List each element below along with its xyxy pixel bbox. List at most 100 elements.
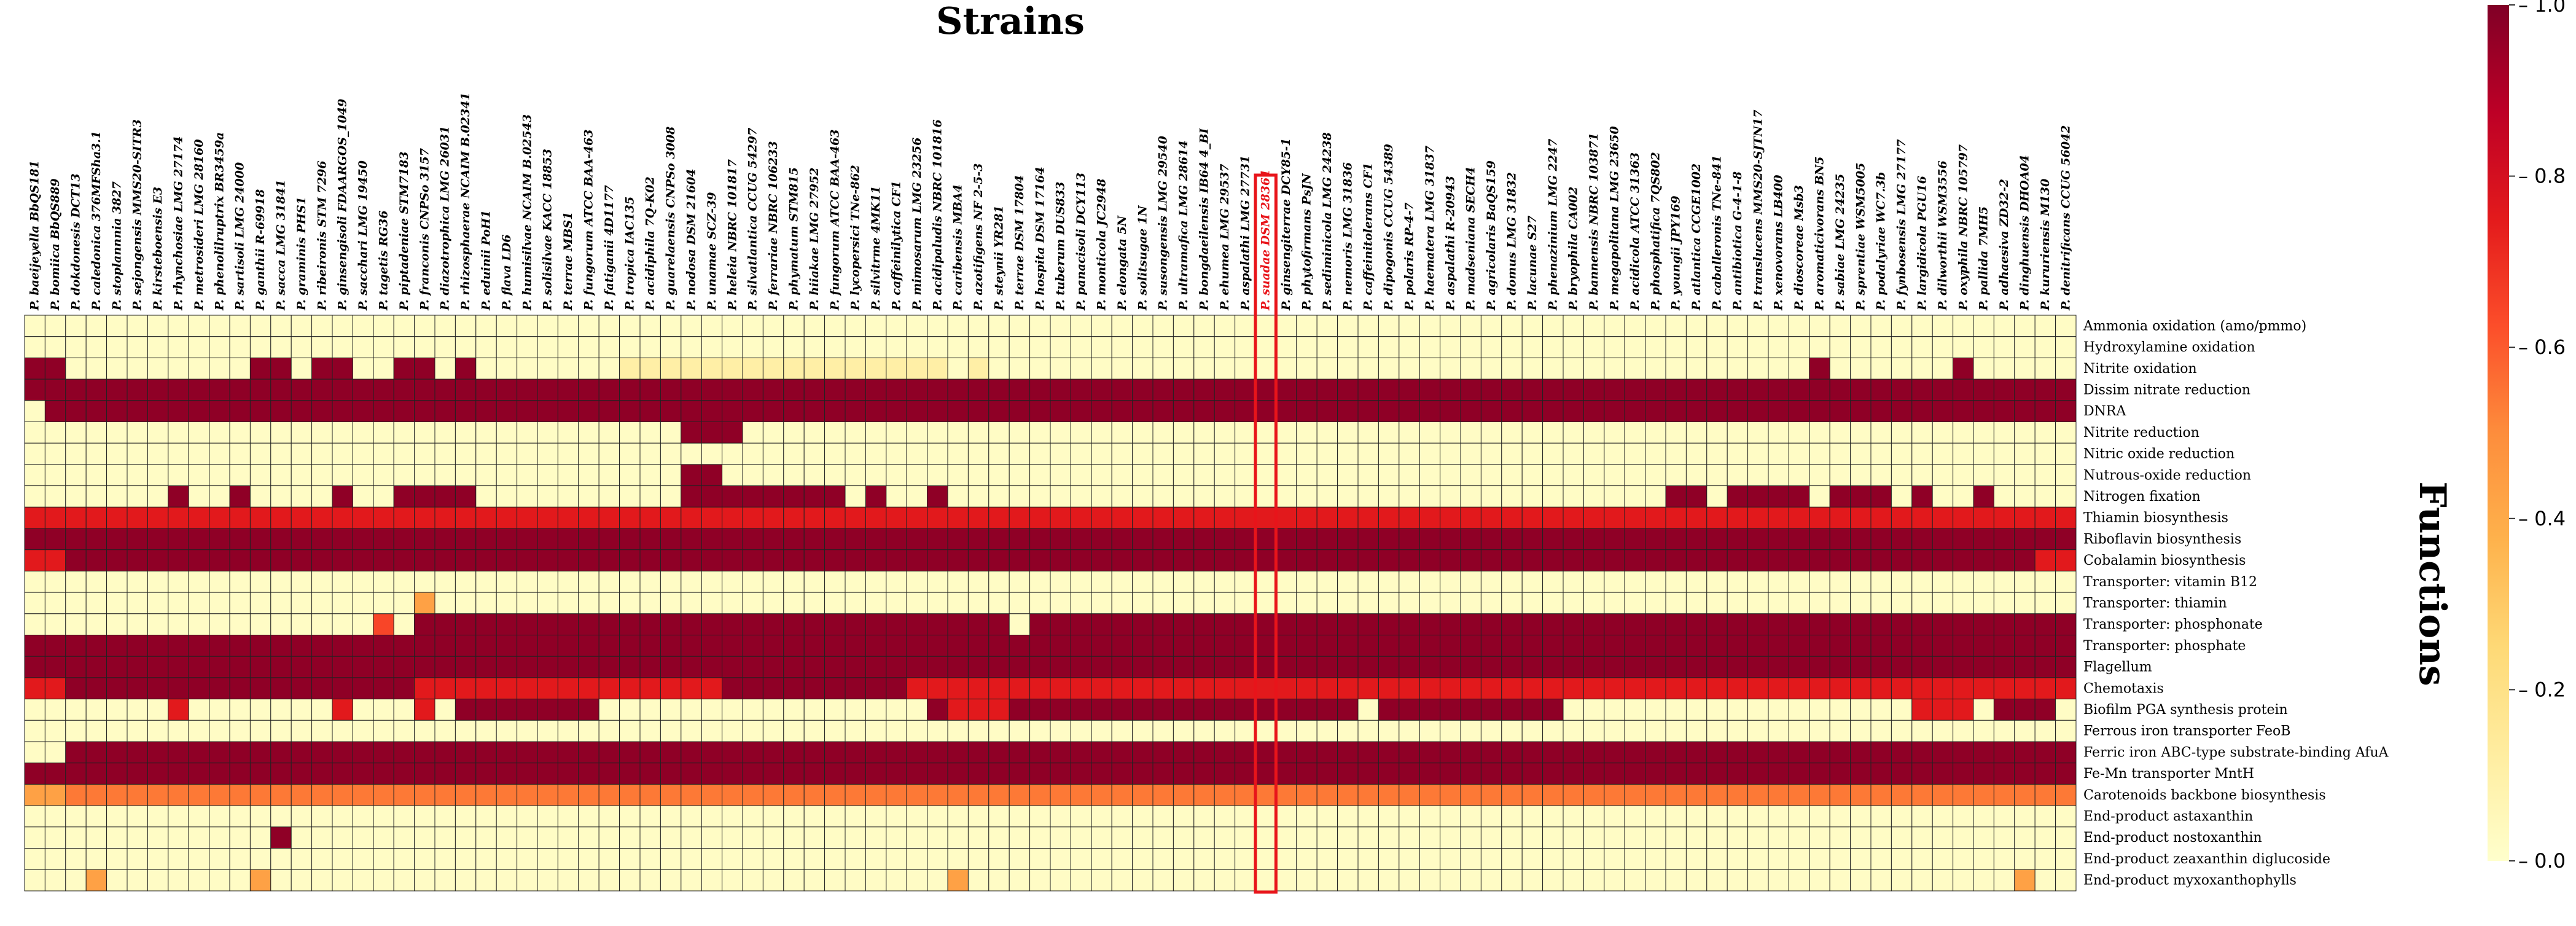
heatmap-cell — [1111, 357, 1133, 380]
heatmap-cell — [127, 677, 148, 700]
heatmap-cell — [927, 570, 948, 593]
heatmap-cell — [1829, 783, 1851, 806]
heatmap-cell — [1337, 763, 1359, 785]
heatmap-cell — [701, 699, 723, 721]
heatmap-cell — [742, 464, 763, 487]
heatmap-cell — [598, 826, 620, 849]
function-label: Biofilm PGA synthesis protein — [2083, 702, 2288, 718]
heatmap-cell — [1378, 783, 1400, 806]
heatmap-cell — [1850, 485, 1872, 508]
heatmap-cell — [1501, 699, 1523, 721]
heatmap-cell — [455, 592, 477, 614]
heatmap-cell — [85, 763, 107, 785]
heatmap-cell — [947, 826, 969, 849]
heatmap-cell — [1583, 442, 1605, 465]
heatmap-cell — [1029, 357, 1051, 380]
heatmap-cell — [886, 592, 907, 614]
heatmap-cell — [537, 528, 558, 551]
heatmap-cell — [1296, 528, 1317, 551]
heatmap-cell — [557, 506, 579, 529]
heatmap-cell — [44, 506, 66, 529]
heatmap-cell — [1296, 336, 1317, 358]
heatmap-cell — [1768, 549, 1789, 571]
heatmap-cell — [783, 763, 805, 785]
heatmap-cell — [1932, 783, 1954, 806]
heatmap-cell — [352, 869, 374, 892]
heatmap-cell — [598, 549, 620, 571]
heatmap-cell — [229, 720, 251, 742]
heatmap-cell — [1645, 336, 1666, 358]
heatmap-cell — [393, 826, 415, 849]
heatmap-cell — [1911, 720, 1933, 742]
heatmap-cell — [168, 635, 189, 657]
heatmap-cell — [455, 506, 477, 529]
heatmap-cell — [639, 549, 661, 571]
heatmap-cell — [1583, 485, 1605, 508]
heatmap-cell — [701, 528, 723, 551]
heatmap-cell — [1645, 783, 1666, 806]
heatmap-cell — [1316, 570, 1338, 593]
heatmap-cell — [1747, 400, 1769, 422]
heatmap-cell — [1193, 783, 1215, 806]
heatmap-cell — [988, 635, 1010, 657]
heatmap-cell — [1275, 741, 1297, 764]
heatmap-cell — [1193, 826, 1215, 849]
strain-label: P. caffeinilytica CF1 — [890, 181, 904, 311]
heatmap-cell — [947, 315, 969, 337]
heatmap-cell — [393, 763, 415, 785]
heatmap-cell — [1419, 422, 1441, 444]
heatmap-cell — [1624, 336, 1646, 358]
heatmap-cell — [1132, 592, 1153, 614]
heatmap-cell — [65, 506, 87, 529]
strain-label: P. silvitrme 4MK11 — [869, 186, 883, 311]
heatmap-cell — [127, 783, 148, 806]
strain-label: P. sartisoli LMG 24000 — [233, 162, 247, 311]
heatmap-cell — [1152, 805, 1174, 828]
strain-label: P. sprentiae WSM5005 — [1854, 163, 1867, 311]
heatmap-cell — [2034, 400, 2056, 422]
heatmap-cell — [1604, 442, 1625, 465]
strain-label: P. ginsengiterrae DCY85-1 — [1279, 138, 1293, 311]
heatmap-cell — [1809, 570, 1830, 593]
heatmap-cell — [1111, 656, 1133, 678]
strain-label: P. caballeronis TNe-841 — [1711, 155, 1724, 311]
heatmap-cell — [1953, 400, 1974, 422]
heatmap-cell — [660, 592, 682, 614]
heatmap-cell — [85, 848, 107, 870]
heatmap-cell — [1480, 783, 1502, 806]
heatmap-cell — [1255, 613, 1276, 635]
heatmap-cell — [1645, 826, 1666, 849]
heatmap-cell — [1337, 379, 1359, 401]
heatmap-cell — [1132, 699, 1153, 721]
heatmap-cell — [332, 720, 353, 742]
heatmap-cell — [557, 741, 579, 764]
heatmap-cell — [619, 677, 641, 700]
heatmap-cell — [2034, 336, 2056, 358]
heatmap-cell — [578, 592, 599, 614]
heatmap-cell — [1747, 848, 1769, 870]
heatmap-cell — [578, 677, 599, 700]
heatmap-cell — [249, 379, 271, 401]
heatmap-cell — [24, 699, 45, 721]
heatmap-cell — [249, 549, 271, 571]
heatmap-cell — [1973, 783, 1994, 806]
heatmap-cell — [106, 422, 128, 444]
function-label: End-product myxoxanthophylls — [2083, 873, 2297, 889]
heatmap-cell — [1788, 720, 1810, 742]
heatmap-cell — [1953, 549, 1974, 571]
heatmap-cell — [1193, 805, 1215, 828]
heatmap-cell — [147, 400, 169, 422]
heatmap-cell — [168, 422, 189, 444]
heatmap-cell — [1685, 485, 1708, 508]
heatmap-cell — [1521, 528, 1544, 551]
heatmap-cell — [1378, 699, 1400, 721]
heatmap-cell — [168, 336, 189, 358]
heatmap-cell — [1624, 315, 1646, 337]
heatmap-cell — [1685, 442, 1708, 465]
heatmap-cell — [1111, 570, 1133, 593]
heatmap-cell — [1132, 528, 1153, 551]
heatmap-cell — [1932, 336, 1954, 358]
heatmap-cell — [619, 528, 641, 551]
heatmap-cell — [106, 783, 128, 806]
heatmap-cell — [1235, 485, 1256, 508]
